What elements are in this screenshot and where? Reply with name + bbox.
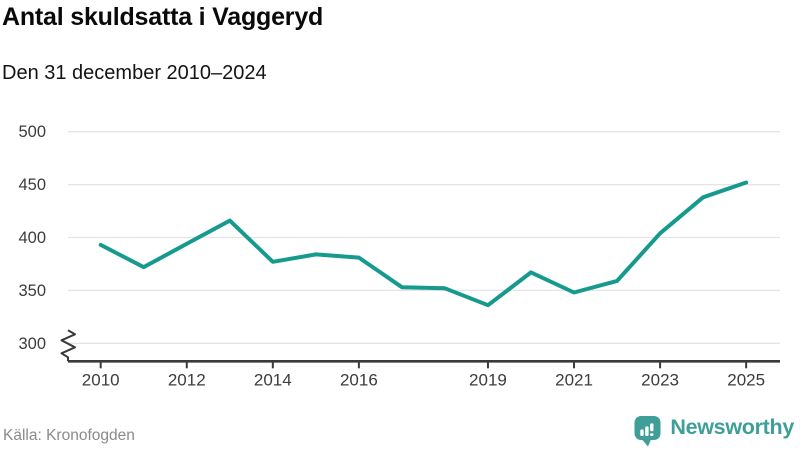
y-tick-label: 450 [18, 176, 46, 194]
x-tick-label: 2010 [82, 371, 120, 390]
x-tick-label: 2019 [469, 371, 507, 390]
newsworthy-brand[interactable]: Newsworthy [633, 413, 794, 449]
gridlines [68, 131, 780, 344]
x-tick-label: 2012 [168, 371, 206, 390]
x-axis [68, 359, 780, 369]
y-tick-label: 500 [18, 123, 46, 141]
x-tick-label: 2023 [641, 371, 679, 390]
y-axis-break-icon [60, 329, 76, 362]
x-tick-label: 2014 [254, 371, 292, 390]
x-tick-label: 2021 [555, 371, 593, 390]
y-axis-labels: 300 350 400 450 500 [18, 123, 46, 353]
source-label: Källa: Kronofogden [3, 427, 135, 444]
y-tick-label: 400 [18, 229, 46, 247]
y-tick-label: 300 [18, 335, 46, 353]
brand-name: Newsworthy [670, 415, 794, 440]
x-tick-label: 2016 [340, 371, 378, 390]
data-series-line [98, 180, 749, 308]
newsworthy-logo-icon [634, 416, 661, 447]
x-tick-label: 2025 [727, 371, 765, 390]
y-tick-label: 350 [18, 282, 46, 300]
chart-subtitle: Den 31 december 2010–2024 [2, 62, 267, 84]
x-axis-labels: 2010 2012 2014 2016 2019 2021 2023 2025 [82, 371, 765, 390]
chart-title: Antal skuldsatta i Vaggeryd [2, 3, 324, 31]
